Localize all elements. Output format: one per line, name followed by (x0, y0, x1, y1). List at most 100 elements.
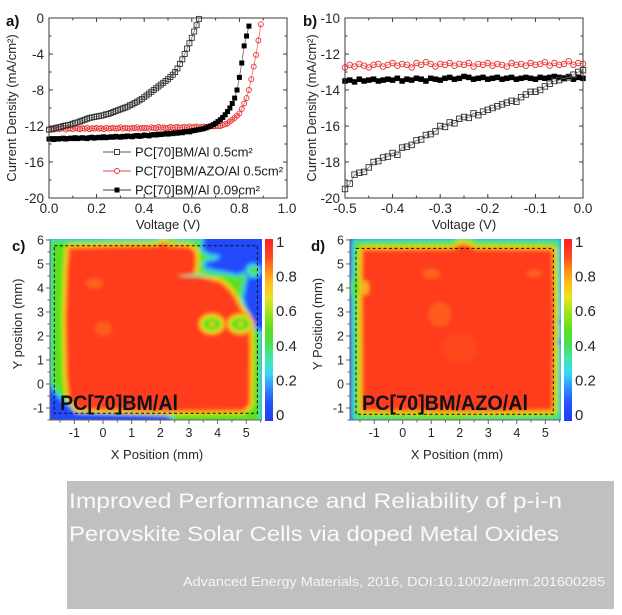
y-tick-label: 0 (337, 377, 344, 391)
legend-entry: PC[70]BM/Al 0.5cm² (103, 145, 253, 160)
series-open-square (341, 66, 587, 193)
colorbar-tick-label: 0.6 (276, 303, 297, 320)
heatmap-region-defect-core (209, 322, 215, 326)
heatmap-region-low-response-area (203, 239, 262, 330)
data-point (427, 75, 434, 82)
caption-box: Improved Performance and Reliability of … (67, 481, 614, 609)
x-tick-label: 2 (157, 426, 164, 440)
y-axis-label: Current Density (mA/cm²) (304, 34, 319, 181)
x-tick-label: -0.3 (429, 201, 452, 216)
x-tick-label: 1 (128, 426, 135, 440)
panel-label-b: b) (303, 13, 317, 30)
series-line (344, 60, 584, 68)
legend-marker (114, 168, 120, 174)
data-point (432, 128, 439, 135)
panel-label-a: a) (6, 13, 19, 30)
colorbar-tick-label: 1 (575, 234, 583, 251)
series-filled-square (46, 23, 252, 142)
data-point (508, 74, 515, 81)
x-tick-label: 5 (542, 426, 549, 440)
data-point (479, 108, 487, 115)
data-point (485, 76, 491, 82)
data-point (456, 115, 463, 123)
data-point (446, 119, 453, 126)
y-tick-label: 3 (37, 305, 44, 319)
colorbar-tick-label: 1 (276, 234, 284, 251)
data-point (475, 60, 482, 68)
data-point (188, 34, 195, 41)
data-point (356, 76, 363, 82)
data-point (470, 63, 477, 70)
data-point (494, 60, 501, 68)
data-point (236, 74, 242, 80)
data-point (551, 73, 558, 80)
y-tick-label: -16 (24, 155, 44, 170)
data-point (398, 144, 406, 151)
data-point (575, 74, 581, 81)
y-tick-label: 6 (337, 233, 344, 247)
y-tick-label: -18 (320, 155, 340, 170)
data-point (523, 74, 529, 81)
data-point (351, 63, 358, 70)
data-point (527, 75, 534, 82)
caption-title-line-2: Perovskite Solar Cells via doped Metal O… (69, 523, 559, 546)
x-tick-label: 1 (428, 426, 435, 440)
y-tick-label: 4 (337, 281, 344, 295)
x-tick-label: -1 (69, 426, 80, 440)
y-axis-label: Y Position (mm) (310, 278, 325, 370)
data-point (413, 137, 420, 144)
heatmap-layers (350, 239, 561, 420)
y-tick-label: -10 (320, 11, 340, 26)
data-point (446, 74, 453, 81)
data-point (195, 15, 202, 22)
data-point (551, 77, 558, 85)
legend-marker (114, 149, 120, 155)
colorbar-tick-label: 0 (575, 407, 583, 424)
data-point (225, 109, 230, 115)
data-point (375, 78, 382, 84)
heatmap-region-defect-core (237, 322, 244, 326)
data-point (466, 74, 472, 81)
heatmap-region-edge-blob (249, 267, 258, 275)
data-point (375, 157, 382, 165)
data-point (432, 63, 439, 70)
data-point (417, 136, 425, 143)
data-point (560, 75, 568, 82)
caption-citation: Advanced Energy Materials, 2016, DOI:10.… (183, 574, 605, 589)
colorbar-tick-label: 0.6 (575, 303, 596, 320)
data-point (422, 131, 430, 139)
data-point (193, 22, 200, 29)
legend-label: PC[70]BM/AZO/Al 0.5cm² (135, 164, 284, 179)
x-tick-label: 0.2 (87, 201, 106, 216)
y-tick-label: 6 (37, 233, 44, 247)
data-point (384, 153, 392, 160)
panel-label-d: d) (311, 238, 325, 255)
heatmap-region-texture (94, 321, 112, 336)
data-point (451, 120, 458, 127)
data-point (385, 76, 391, 82)
heatmap-region-texture (526, 269, 542, 278)
x-tick-label: 3 (185, 426, 192, 440)
y-tick-label: -12 (24, 119, 44, 134)
data-point (475, 111, 482, 119)
data-point (565, 73, 572, 80)
x-axis-label: Voltage (V) (432, 217, 496, 232)
x-tick-label: 0.0 (574, 201, 593, 216)
plot-frame (344, 17, 584, 199)
map-title-c: PC[70]BM/Al (60, 392, 178, 415)
data-point (470, 110, 477, 117)
data-point (408, 141, 415, 149)
x-tick-label: 0 (399, 426, 406, 440)
heatmap-image (350, 239, 561, 420)
data-point (423, 78, 429, 84)
x-tick-label: 1.0 (278, 201, 297, 216)
y-tick-label: 2 (37, 329, 44, 343)
data-point (351, 171, 358, 178)
heatmap-region-edge-dot (557, 339, 561, 345)
data-point (499, 76, 505, 82)
colorbar-tick-label: 0.2 (575, 372, 596, 389)
y-tick-label: 4 (37, 281, 44, 295)
x-tick-label: 0.6 (182, 201, 201, 216)
y-tick-label: 0 (37, 377, 44, 391)
x-tick-label: 0.0 (40, 201, 59, 216)
